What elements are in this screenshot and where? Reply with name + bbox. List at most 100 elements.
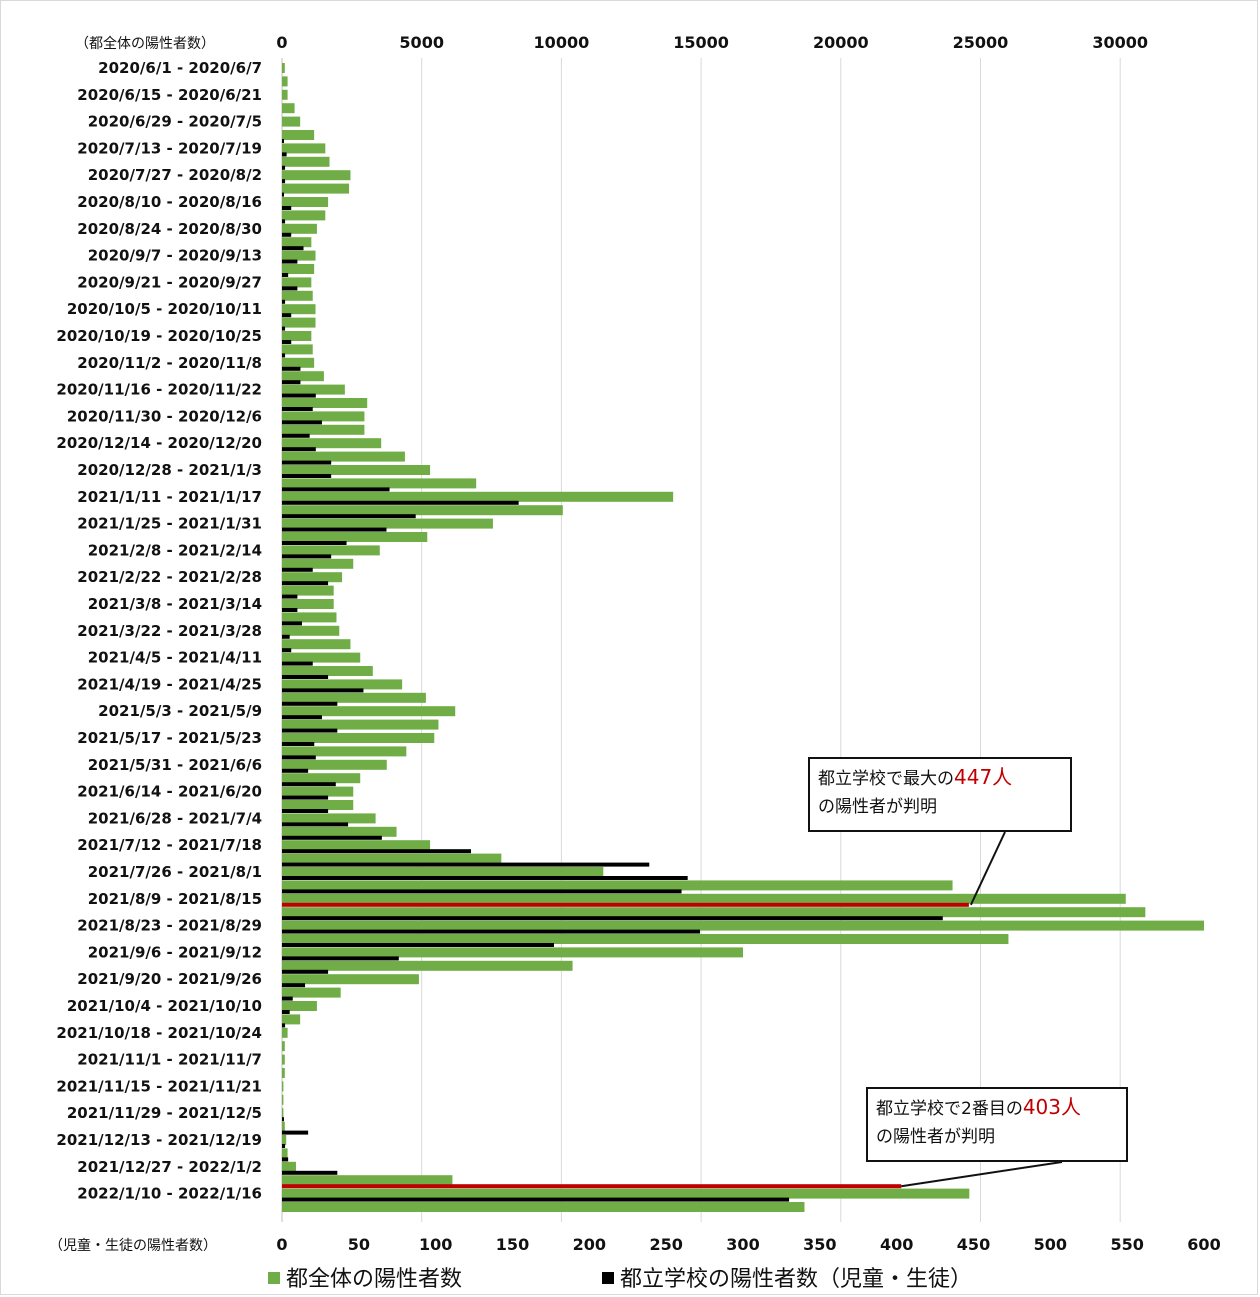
bar-total-positive [282,1202,805,1212]
bar-school-positive [282,822,349,827]
bar-total-positive [282,652,361,663]
bar-total-positive [282,304,316,315]
bar-total-positive [282,1068,285,1078]
bar-school-positive [282,956,399,961]
top-axis-tick-label: 15000 [673,33,729,52]
bar-school-positive [282,634,290,639]
bar-total-positive [282,156,330,167]
category-label: 2021/6/28 - 2021/7/4 [88,809,262,827]
bar-school-positive [282,1157,289,1162]
bar-total-positive [282,317,316,328]
annotation-max-value: 447人 [954,765,1013,789]
bar-total-positive [282,344,313,355]
bar-total-positive [282,491,674,502]
bar-school-highlight [282,1184,902,1189]
category-label: 2020/10/5 - 2020/10/11 [67,300,262,318]
bar-school-positive [282,460,332,465]
category-label: 2020/7/13 - 2020/7/19 [77,139,262,157]
bar-total-positive [282,89,288,100]
bar-school-positive [282,420,322,425]
category-label: 2020/12/14 - 2020/12/20 [56,434,262,452]
bar-school-positive [282,554,332,559]
bar-school-positive [282,661,313,666]
bar-school-positive [282,273,289,277]
category-label: 2020/7/27 - 2020/8/2 [88,166,262,184]
bar-school-positive [282,688,364,693]
bar-total-positive [282,947,743,958]
bar-total-positive [282,1175,453,1186]
bar-school-positive [282,768,309,773]
category-label: 2020/9/21 - 2020/9/27 [77,273,262,291]
top-axis-tick-label: 25000 [953,33,1009,52]
bar-total-positive [282,934,1009,944]
bar-total-positive [282,907,1146,918]
bar-school-positive [282,514,416,519]
bar-total-positive [282,76,288,87]
bottom-axis-tick-label: 100 [419,1235,452,1254]
category-label: 2020/9/7 - 2020/9/13 [88,247,262,265]
bar-school-positive [282,809,329,813]
bar-school-positive [282,795,329,800]
bar-total-positive [282,585,334,596]
legend-label-school: 都立学校の陽性者数（児童・生徒） [620,1267,972,1292]
bottom-axis-tick-label: 450 [957,1235,990,1254]
bar-total-positive [282,773,361,784]
category-label: 2020/6/29 - 2020/7/5 [88,113,262,131]
category-label: 2020/12/28 - 2021/1/3 [77,461,262,479]
annotation-second-text: 都立学校で2番目の [876,1099,1023,1119]
category-label: 2021/8/9 - 2021/8/15 [88,890,262,908]
bar-school-positive [282,407,313,411]
bar-total-positive [282,974,419,985]
category-label: 2021/4/19 - 2021/4/25 [77,675,262,693]
bar-total-positive [282,1041,285,1052]
annotation-max: 都立学校で最大の447人 の陽性者が判明 [808,757,1072,832]
bar-school-positive [282,648,292,653]
bottom-axis-tick-label: 350 [803,1235,836,1254]
bar-school-positive [282,192,284,197]
bottom-axis-tick-label: 400 [880,1235,913,1254]
top-axis-tick-label: 0 [276,33,287,52]
bar-total-positive [282,960,573,971]
bar-total-positive [282,800,354,810]
category-label: 2021/5/17 - 2021/5/23 [77,729,262,747]
category-label: 2020/11/30 - 2020/12/6 [67,407,262,425]
bar-school-positive [282,943,554,947]
bar-total-positive [282,532,428,542]
bar-total-positive [282,692,426,703]
category-label: 2021/2/8 - 2021/2/14 [88,541,262,559]
bar-total-positive [282,746,407,757]
bar-school-positive [282,876,688,880]
bar-total-positive [282,518,493,529]
bar-school-positive [282,594,298,599]
category-label: 2021/3/22 - 2021/3/28 [77,622,262,640]
bar-total-positive [282,357,315,368]
annotation-max-text-2: の陽性者が判明 [818,797,937,817]
bar-total-positive [282,384,345,395]
bar-school-positive [282,219,286,224]
bar-total-positive [282,411,365,422]
bar-total-positive [282,1014,301,1025]
bar-total-positive [282,1121,285,1132]
top-axis-tick-label: 5000 [399,33,444,52]
bar-total-positive [282,867,604,877]
bar-school-positive [282,889,682,894]
bar-total-positive [282,666,373,676]
bottom-axis-title: （児童・生徒の陽性者数） [49,1237,217,1254]
bar-school-positive [282,621,302,626]
bar-total-positive [282,210,326,221]
bottom-axis-tick-label: 500 [1034,1235,1067,1254]
bar-total-positive [282,1108,284,1119]
bar-school-positive [282,340,292,344]
bar-school-highlight [282,902,969,907]
bar-total-positive [282,625,340,636]
bar-school-positive [282,152,287,157]
bar-total-positive [282,223,317,234]
bar-school-positive [282,393,316,398]
bar-school-positive [282,1023,286,1028]
bottom-axis-tick-label: 550 [1110,1235,1143,1254]
bar-school-positive [282,500,519,505]
bar-total-positive [282,1027,288,1038]
bar-total-positive [282,813,376,824]
bar-total-positive [282,786,354,797]
bar-school-positive [282,206,292,210]
